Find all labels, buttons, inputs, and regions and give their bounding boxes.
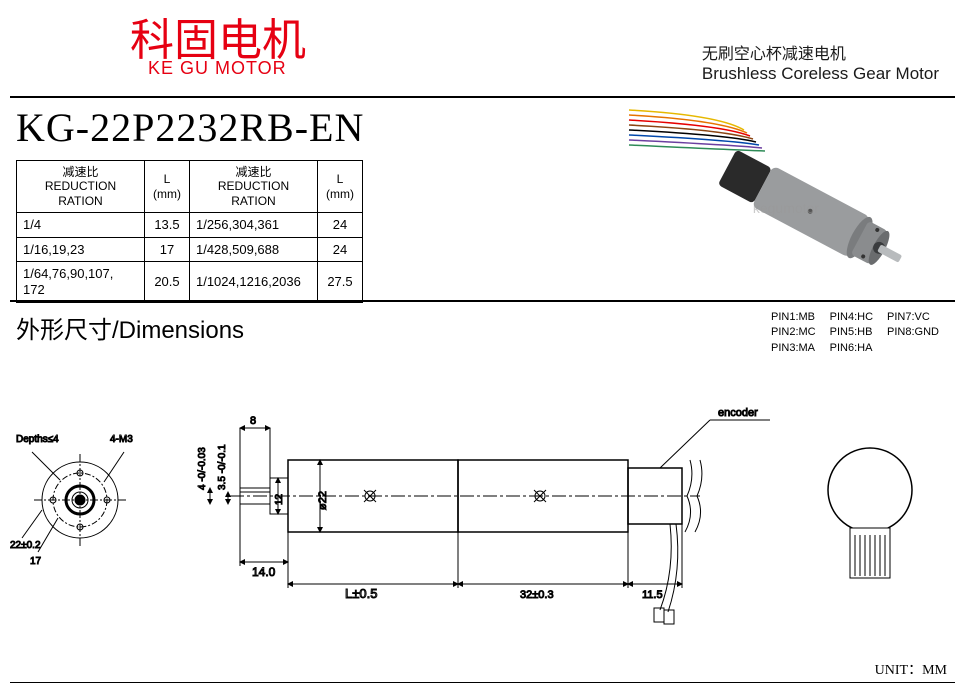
pin-label: PIN1:MB — [771, 310, 816, 325]
dimensions-title: 外形尺寸/Dimensions — [16, 310, 244, 345]
cell: 17 — [145, 237, 190, 262]
reduction-table: 减速比 REDUCTION RATION L (mm) 减速比 REDUCTIO… — [16, 160, 363, 303]
brand-english: KE GU MOTOR — [148, 58, 287, 79]
table-row: 1/16,19,23 17 1/428,509,688 24 — [17, 237, 363, 262]
dim-label: Depths≤4 — [16, 434, 59, 445]
dim-label: 12 — [274, 493, 285, 505]
pin-label: PIN2:MC — [771, 325, 816, 340]
cell: 1/4 — [17, 213, 145, 238]
subtitle-en: Brushless Coreless Gear Motor — [702, 64, 939, 84]
pin-label: PIN6:HA — [830, 341, 873, 356]
table-row: 1/64,76,90,107, 172 20.5 1/1024,1216,203… — [17, 262, 363, 302]
watermark: kegumotor — [753, 200, 819, 216]
dim-label: L±0.5 — [345, 586, 377, 601]
th-ratio-cn: 减速比 — [62, 165, 98, 179]
dim-label: 22±0.2 — [10, 540, 41, 551]
th-L2: L — [337, 172, 344, 186]
cell: 27.5 — [317, 262, 362, 302]
table-row: 1/4 13.5 1/256,304,361 24 — [17, 213, 363, 238]
divider-bottom — [10, 682, 955, 683]
product-photo — [569, 105, 929, 280]
cell: 20.5 — [145, 262, 190, 302]
dim-label: 32±0.3 — [520, 589, 554, 601]
cell: 13.5 — [145, 213, 190, 238]
th-ratio-cn2: 减速比 — [235, 165, 271, 179]
dim-label: 4-M3 — [110, 434, 133, 445]
pin-legend: PIN1:MB PIN2:MC PIN3:MA PIN4:HC PIN5:HB … — [771, 310, 939, 356]
subtitle: 无刷空心杯减速电机 Brushless Coreless Gear Motor — [702, 40, 939, 84]
cell: 1/428,509,688 — [189, 237, 317, 262]
cell: 1/256,304,361 — [189, 213, 317, 238]
dimension-drawings: Depths≤4 4-M3 22±0.2 17 8 14.0 — [10, 370, 955, 670]
dim-label: 8 — [250, 415, 256, 427]
th-L-unit: (mm) — [153, 187, 181, 201]
th-ratio-en2: REDUCTION RATION — [218, 179, 289, 207]
th-ratio-en: REDUCTION RATION — [45, 179, 116, 207]
th-L: L — [164, 172, 171, 186]
dim-label: 4 -0/-0.03 — [197, 447, 208, 490]
dim-label: 3.5 -0/-0.1 — [217, 444, 228, 490]
divider-mid — [10, 300, 955, 302]
model-number: KG-22P2232RB-EN — [16, 104, 364, 151]
cell: 24 — [317, 237, 362, 262]
th-L-unit2: (mm) — [326, 187, 354, 201]
pin-label: PIN7:VC — [887, 310, 939, 325]
dim-label: ø22 — [317, 491, 329, 510]
cell: 24 — [317, 213, 362, 238]
pin-label: PIN8:GND — [887, 325, 939, 340]
dim-label: 17 — [30, 556, 42, 567]
cell: 1/16,19,23 — [17, 237, 145, 262]
divider-top — [10, 96, 955, 98]
pin-label: PIN4:HC — [830, 310, 873, 325]
dim-label: 14.0 — [252, 565, 276, 579]
cell: 1/1024,1216,2036 — [189, 262, 317, 302]
pin-label: PIN3:MA — [771, 341, 816, 356]
subtitle-cn: 无刷空心杯减速电机 — [702, 40, 939, 64]
cell: 1/64,76,90,107, 172 — [17, 262, 145, 302]
unit-label: UNIT：MM — [875, 659, 947, 679]
pin-label: PIN5:HB — [830, 325, 873, 340]
dim-label: 11.5 — [642, 589, 663, 601]
dim-label: encoder — [718, 407, 758, 419]
